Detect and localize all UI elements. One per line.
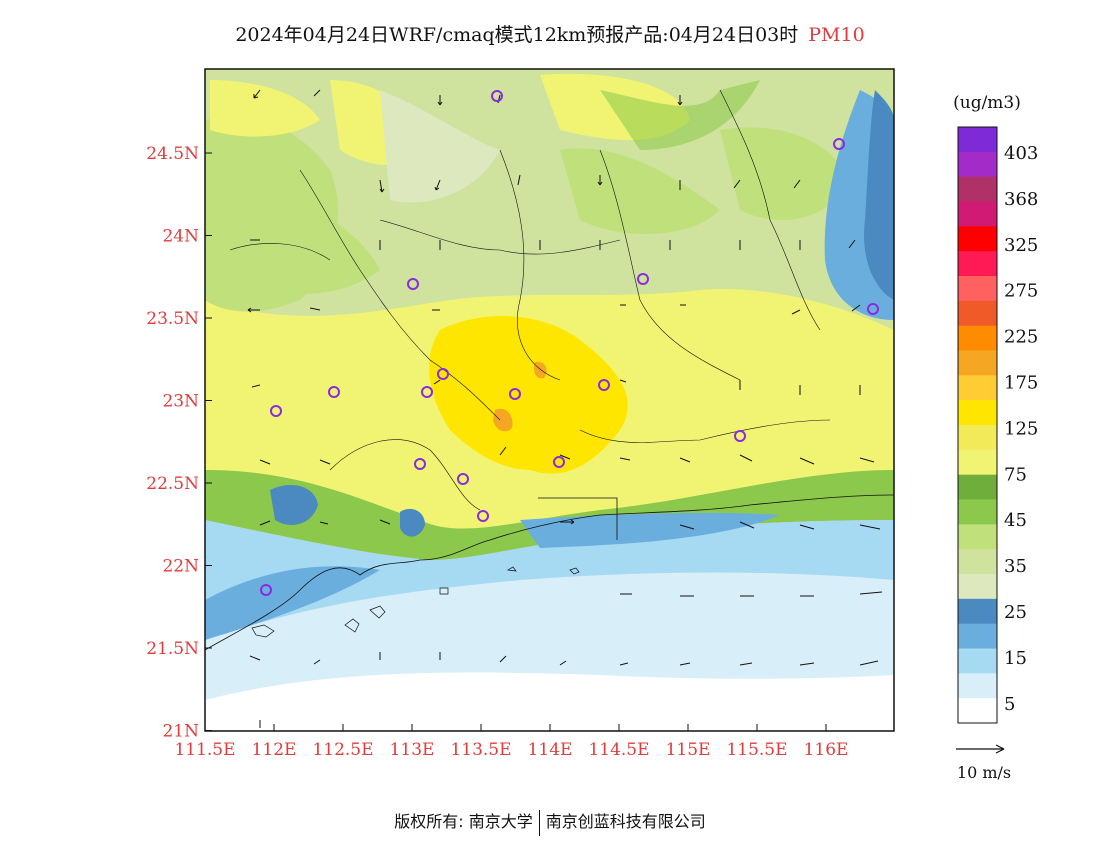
legend-swatch <box>958 623 997 649</box>
wind-reference: 10 m/s <box>956 744 1011 782</box>
legend-swatch <box>958 549 997 575</box>
lon-label: 111.5E <box>174 740 235 760</box>
wind-reference-arrow-icon <box>956 744 1005 754</box>
lon-label: 113.5E <box>450 740 511 760</box>
legend-swatch <box>958 325 997 351</box>
chart-title: 2024年04月24日WRF/cmaq模式12km预报产品:04月24日03时 P… <box>0 20 1100 47</box>
legend-label: 75 <box>1004 464 1027 485</box>
title-main: 2024年04月24日WRF/cmaq模式12km预报产品:04月24日03时 <box>235 24 799 46</box>
copyright-footer: 版权所有: 南京大学 南京创蓝科技有限公司 <box>0 808 1100 836</box>
copyright-left: 版权所有: 南京大学 <box>394 812 533 831</box>
lat-label: 21N <box>162 722 199 742</box>
legend-swatch <box>958 499 997 525</box>
legend-label: 275 <box>1004 281 1038 302</box>
lon-label: 116E <box>804 740 849 760</box>
legend-swatch <box>958 698 997 724</box>
legend-swatch <box>958 226 997 252</box>
copyright-right: 南京创蓝科技有限公司 <box>545 812 706 831</box>
legend-label: 175 <box>1004 373 1038 394</box>
title-variable: PM10 <box>808 24 865 46</box>
legend-swatch <box>958 574 997 600</box>
footer-separator <box>538 809 540 836</box>
legend-label: 45 <box>1004 510 1027 531</box>
legend-swatch <box>958 648 997 674</box>
lon-label: 112.5E <box>312 740 373 760</box>
lon-label: 115.5E <box>726 740 787 760</box>
legend-swatch <box>958 276 997 302</box>
pm10-field <box>205 69 894 731</box>
legend-swatch <box>958 251 997 277</box>
legend-label: 25 <box>1004 602 1027 623</box>
color-legend: 403 368 325 275 225 175 125 75 45 35 25 15 5 <box>957 126 1038 724</box>
legend-swatch <box>958 673 997 699</box>
legend-label: 35 <box>1004 556 1027 577</box>
lon-label: 113E <box>390 740 435 760</box>
legend-label: 225 <box>1004 327 1038 348</box>
lat-label: 24.5N <box>146 144 199 164</box>
legend-swatch <box>958 598 997 625</box>
legend-label: 403 <box>1004 143 1038 164</box>
legend-swatch <box>958 375 997 401</box>
legend-swatch <box>958 400 997 426</box>
lon-label: 112E <box>252 740 297 760</box>
legend-frame <box>957 126 998 724</box>
lat-label: 22.5N <box>146 474 199 494</box>
legend-label: 15 <box>1004 648 1027 669</box>
legend-swatch <box>958 425 997 451</box>
legend-label: 5 <box>1004 694 1015 715</box>
legend-label: 368 <box>1004 189 1038 210</box>
legend-label: 125 <box>1004 418 1038 439</box>
lat-label: 23N <box>162 392 199 412</box>
lat-label: 23.5N <box>146 309 199 329</box>
lat-label: 21.5N <box>146 639 199 659</box>
wind-reference-label: 10 m/s <box>957 763 1011 782</box>
legend-swatch <box>958 350 997 376</box>
wind-vectors <box>247 89 883 728</box>
legend-swatch <box>958 127 997 153</box>
legend-swatch <box>958 201 997 227</box>
lat-label: 22N <box>162 557 199 577</box>
lon-label: 115E <box>666 740 711 760</box>
legend-swatch <box>958 151 997 178</box>
legend-swatch <box>958 300 997 327</box>
station-markers <box>260 90 879 596</box>
lat-label: 24N <box>162 227 199 247</box>
legend-swatch <box>958 524 997 550</box>
legend-unit: (ug/m3) <box>953 93 1021 113</box>
legend-swatch <box>958 474 997 500</box>
lon-label: 114.5E <box>588 740 649 760</box>
legend-swatch <box>958 176 997 202</box>
legend-swatch <box>958 449 997 476</box>
lon-label: 114E <box>528 740 573 760</box>
legend-label: 325 <box>1004 235 1038 256</box>
